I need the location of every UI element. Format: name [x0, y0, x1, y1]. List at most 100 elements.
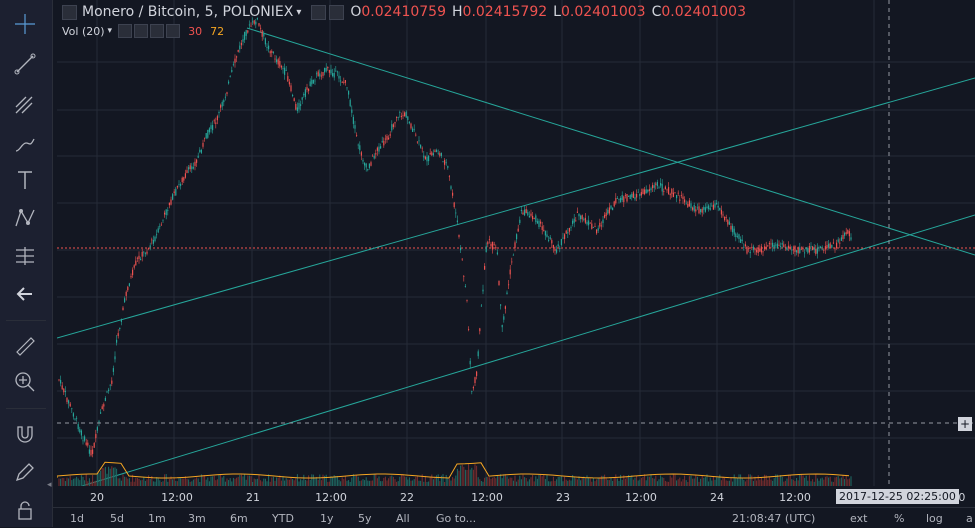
candle-body — [634, 197, 636, 200]
candle-body — [303, 93, 305, 96]
volume-label[interactable]: Vol (20) — [62, 24, 105, 38]
range-all[interactable]: All — [396, 512, 410, 525]
time-tick: 12:00 — [625, 491, 657, 504]
candle-body — [728, 221, 730, 225]
log-toggle[interactable]: log — [926, 512, 943, 525]
text-icon[interactable] — [9, 164, 41, 196]
crosshair-icon[interactable] — [9, 8, 41, 40]
zoom-in-icon[interactable] — [9, 366, 41, 398]
candle-body — [224, 96, 226, 98]
candle-body — [316, 73, 318, 75]
collapse-icon[interactable] — [62, 4, 77, 20]
brush-icon[interactable] — [9, 128, 41, 160]
range-5y[interactable]: 5y — [358, 512, 372, 525]
candle-body — [373, 155, 375, 159]
candle-body — [336, 71, 338, 73]
candle-body — [415, 134, 417, 136]
candle-body — [160, 224, 162, 226]
trend-line-icon[interactable] — [9, 48, 41, 80]
candle-body — [656, 181, 658, 187]
candle-body — [114, 356, 116, 360]
candle-body — [407, 116, 409, 120]
range-3m[interactable]: 3m — [188, 512, 206, 525]
candle-body — [772, 242, 774, 247]
candle-body — [220, 105, 222, 108]
candle-body — [453, 202, 455, 208]
back-arrow-icon[interactable] — [9, 278, 41, 310]
goto-button[interactable]: Go to... — [436, 512, 477, 525]
candle-body — [637, 191, 639, 193]
lock-icon[interactable] — [9, 494, 41, 526]
candle-body — [724, 216, 726, 221]
candle-body — [144, 253, 146, 255]
ohlc-high-key: H — [452, 4, 463, 20]
candle-body — [538, 220, 540, 227]
candle-body — [568, 227, 570, 232]
gear-icon[interactable] — [134, 24, 149, 38]
magnet-icon[interactable] — [9, 418, 41, 450]
candle-body — [87, 442, 89, 446]
candle-body — [165, 209, 167, 215]
ext-toggle[interactable]: ext — [850, 512, 868, 525]
candle-body — [562, 237, 564, 239]
candle-body — [727, 219, 729, 225]
candle-body — [183, 177, 185, 181]
candle-body — [394, 122, 396, 124]
candle-body — [306, 87, 308, 90]
candle-body — [652, 185, 654, 189]
more-icon[interactable] — [150, 24, 165, 38]
candle-body — [581, 215, 583, 220]
chevron-down-icon[interactable]: ▾ — [296, 6, 302, 18]
candle-body — [500, 304, 502, 306]
candle-body — [573, 218, 575, 223]
percent-toggle[interactable]: % — [894, 512, 905, 525]
range-1m[interactable]: 1m — [148, 512, 166, 525]
range-ytd[interactable]: YTD — [272, 512, 294, 525]
candle-body — [244, 32, 246, 40]
range-5d[interactable]: 5d — [110, 512, 124, 525]
candle-body — [767, 245, 769, 247]
range-6m[interactable]: 6m — [230, 512, 248, 525]
symbol-title[interactable]: Monero / Bitcoin, 5, POLONIEX — [82, 4, 294, 20]
candle-body — [157, 228, 159, 233]
chevron-down-icon[interactable]: ▾ — [107, 26, 113, 36]
pattern-icon[interactable] — [9, 202, 41, 234]
compare-icon[interactable] — [311, 4, 327, 20]
candle-body — [431, 152, 433, 156]
candle-body — [480, 305, 482, 307]
close-icon[interactable] — [166, 24, 181, 38]
candle-body — [444, 160, 446, 165]
candle-body — [231, 70, 233, 72]
candle-body — [332, 73, 334, 77]
measure-icon[interactable] — [9, 240, 41, 272]
lock-edit-icon[interactable] — [9, 456, 41, 488]
candle-body — [508, 284, 510, 286]
add-icon[interactable]: + — [958, 417, 972, 431]
range-1y[interactable]: 1y — [320, 512, 334, 525]
candle-body — [596, 229, 598, 234]
ohlc-open-value: 0.02410759 — [361, 4, 446, 20]
candle-body — [815, 248, 817, 254]
candle-body — [514, 242, 516, 248]
candle-body — [600, 225, 602, 227]
candle-body — [658, 187, 660, 189]
auto-toggle[interactable]: a — [966, 512, 973, 525]
candle-body — [128, 283, 130, 286]
pitchfork-icon[interactable] — [9, 88, 41, 120]
ruler-icon[interactable] — [9, 330, 41, 362]
eye-icon[interactable] — [118, 24, 133, 38]
range-1d[interactable]: 1d — [70, 512, 84, 525]
time-tick: 12:00 — [471, 491, 503, 504]
utc-clock[interactable]: 21:08:47 (UTC) — [732, 512, 816, 525]
settings-icon[interactable] — [329, 4, 345, 20]
candle-body — [367, 169, 369, 171]
candle-body — [237, 49, 239, 52]
candle-body — [586, 221, 588, 225]
chevron-left-icon[interactable]: ◂ — [47, 480, 52, 490]
candle-body — [229, 75, 231, 77]
candle-body — [666, 189, 668, 191]
chart-canvas[interactable] — [57, 0, 975, 486]
candle-body — [226, 92, 228, 94]
price-chart[interactable] — [57, 0, 975, 486]
candle-body — [186, 170, 188, 173]
